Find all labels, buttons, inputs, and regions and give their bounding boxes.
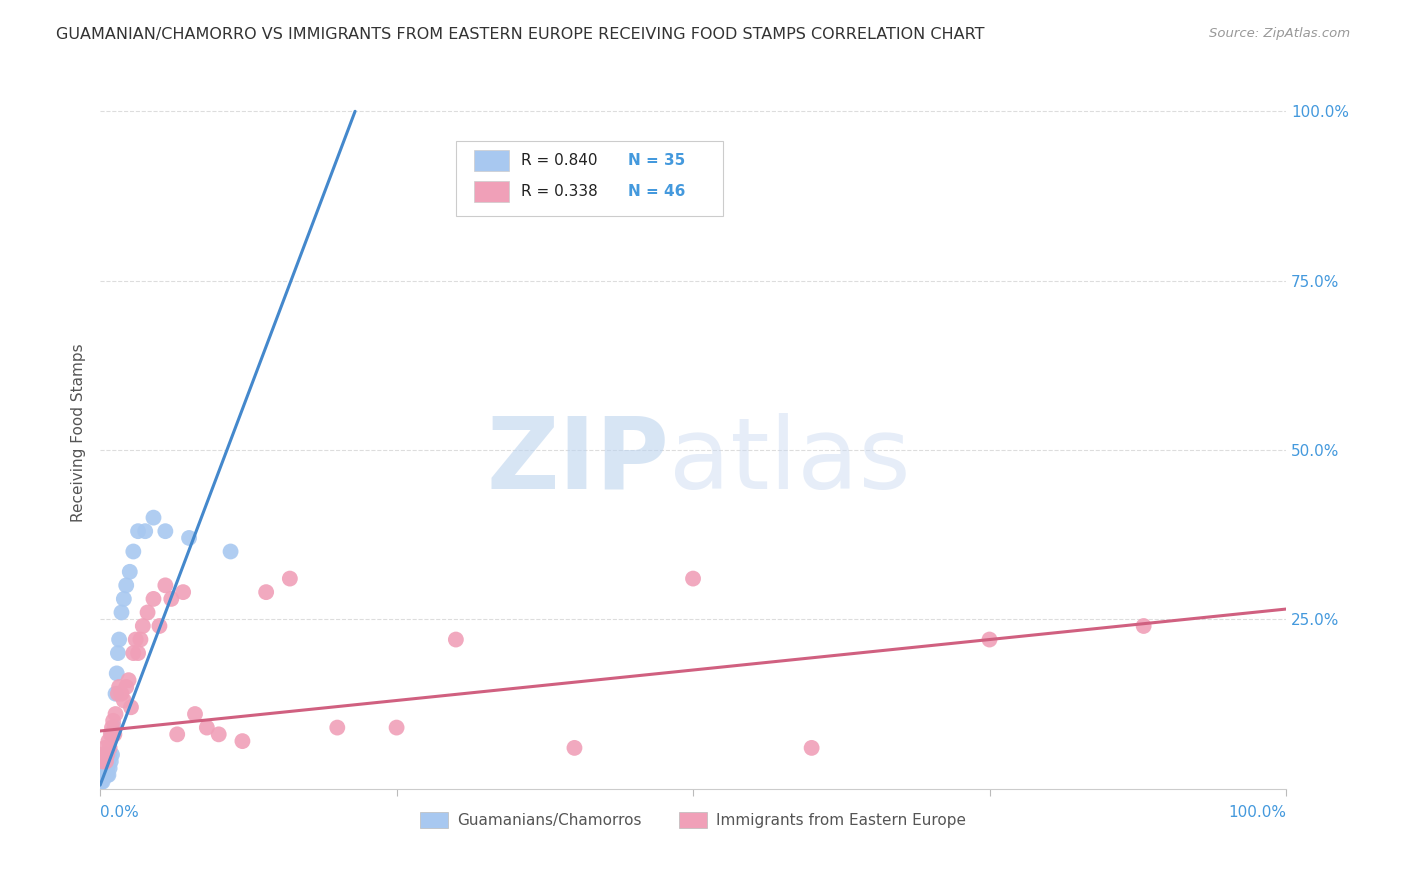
Point xyxy=(115,680,138,694)
Text: N = 35: N = 35 xyxy=(628,153,685,168)
Point xyxy=(254,585,277,599)
Point xyxy=(136,606,159,620)
FancyBboxPatch shape xyxy=(456,142,723,216)
Point xyxy=(108,632,131,647)
Point xyxy=(444,632,467,647)
Point xyxy=(90,774,112,789)
Point xyxy=(103,727,125,741)
Point xyxy=(800,740,823,755)
Point xyxy=(118,565,141,579)
Point xyxy=(94,768,117,782)
Point xyxy=(104,687,127,701)
Point xyxy=(100,727,122,741)
Point xyxy=(94,740,117,755)
Point xyxy=(155,524,177,538)
Point xyxy=(129,632,152,647)
Point xyxy=(94,761,117,775)
Point xyxy=(91,755,114,769)
Point xyxy=(127,524,149,538)
Point xyxy=(127,646,149,660)
Point xyxy=(208,727,231,741)
Point xyxy=(90,747,112,762)
Point xyxy=(148,619,170,633)
Point xyxy=(108,680,131,694)
Point xyxy=(177,531,200,545)
Point xyxy=(195,721,218,735)
Point xyxy=(166,727,188,741)
Point xyxy=(98,747,121,762)
Point xyxy=(107,687,129,701)
Point xyxy=(682,572,704,586)
Text: N = 46: N = 46 xyxy=(628,184,685,199)
Point xyxy=(100,755,122,769)
Text: ZIP: ZIP xyxy=(486,413,669,510)
Y-axis label: Receiving Food Stamps: Receiving Food Stamps xyxy=(72,343,86,523)
Point xyxy=(122,544,145,558)
Text: Source: ZipAtlas.com: Source: ZipAtlas.com xyxy=(1209,27,1350,40)
Point xyxy=(105,666,128,681)
Text: R = 0.840: R = 0.840 xyxy=(522,153,598,168)
Text: R = 0.338: R = 0.338 xyxy=(522,184,598,199)
Point xyxy=(94,755,117,769)
Point xyxy=(122,646,145,660)
Point xyxy=(96,768,118,782)
Point xyxy=(110,687,132,701)
Point xyxy=(93,761,115,775)
Point xyxy=(117,673,139,688)
Point xyxy=(103,721,125,735)
Text: GUAMANIAN/CHAMORRO VS IMMIGRANTS FROM EASTERN EUROPE RECEIVING FOOD STAMPS CORRE: GUAMANIAN/CHAMORRO VS IMMIGRANTS FROM EA… xyxy=(56,27,984,42)
Point xyxy=(94,755,117,769)
Point xyxy=(1132,619,1154,633)
Point xyxy=(564,740,586,755)
Point xyxy=(326,721,349,735)
Point xyxy=(231,734,253,748)
Point xyxy=(155,578,177,592)
Point xyxy=(101,721,124,735)
FancyBboxPatch shape xyxy=(474,150,509,171)
Point xyxy=(979,632,1001,647)
Point xyxy=(219,544,242,558)
Point xyxy=(134,524,156,538)
Point xyxy=(278,572,301,586)
Text: 0.0%: 0.0% xyxy=(100,805,139,821)
Point xyxy=(101,727,124,741)
Text: atlas: atlas xyxy=(669,413,911,510)
Point xyxy=(104,706,127,721)
Point xyxy=(94,747,117,762)
Text: 100.0%: 100.0% xyxy=(1227,805,1286,821)
Point xyxy=(172,585,194,599)
Point xyxy=(142,591,165,606)
Point xyxy=(93,747,115,762)
Point xyxy=(91,774,114,789)
Point xyxy=(97,755,120,769)
Point xyxy=(96,747,118,762)
Point xyxy=(101,747,124,762)
Point xyxy=(101,727,124,741)
Point xyxy=(184,706,207,721)
Point xyxy=(97,734,120,748)
Point xyxy=(132,619,155,633)
Point xyxy=(97,768,120,782)
Point xyxy=(385,721,408,735)
Point xyxy=(91,768,114,782)
Point xyxy=(142,510,165,524)
Point xyxy=(110,606,132,620)
Point xyxy=(98,761,121,775)
Point xyxy=(107,646,129,660)
Point xyxy=(125,632,148,647)
Point xyxy=(120,700,142,714)
FancyBboxPatch shape xyxy=(474,180,509,202)
Point xyxy=(93,768,115,782)
Point xyxy=(98,740,121,755)
Legend: Guamanians/Chamorros, Immigrants from Eastern Europe: Guamanians/Chamorros, Immigrants from Ea… xyxy=(413,806,972,834)
Point xyxy=(96,761,118,775)
Point xyxy=(101,714,124,728)
Point xyxy=(115,578,138,592)
Point xyxy=(112,693,135,707)
Point xyxy=(160,591,183,606)
Point xyxy=(112,591,135,606)
